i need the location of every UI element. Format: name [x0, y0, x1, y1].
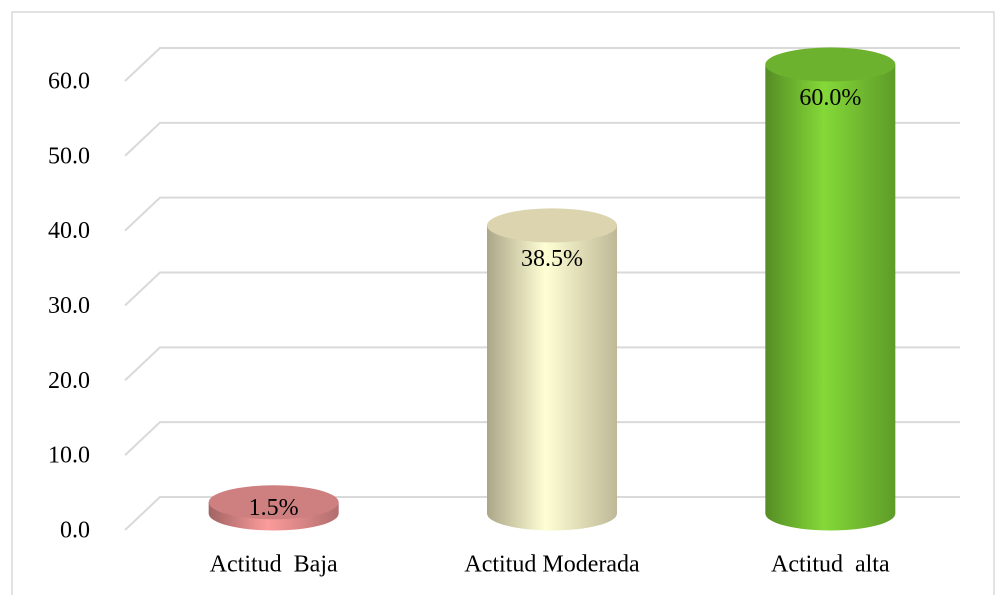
bar-body — [487, 225, 617, 531]
bar-top — [208, 485, 339, 520]
data-label: 1.5% — [249, 495, 299, 521]
bar — [487, 208, 617, 531]
data-label: 60.0% — [799, 85, 861, 111]
grid-line — [124, 346, 960, 382]
grid-line — [124, 196, 960, 232]
y-tick-label: 30.0 — [48, 293, 90, 319]
y-tick-label: 40.0 — [48, 218, 90, 244]
grid-line — [124, 121, 960, 157]
y-tick-label: 0.0 — [60, 518, 90, 544]
y-tick-label: 10.0 — [48, 443, 90, 469]
bar-top — [765, 47, 896, 82]
x-tick-label: Actitud Baja — [210, 552, 338, 578]
bar — [208, 485, 339, 531]
chart-frame — [11, 11, 995, 595]
y-tick-label: 20.0 — [48, 368, 90, 394]
grid-line — [124, 47, 960, 82]
grid-line — [124, 496, 960, 531]
bar-body — [765, 64, 896, 531]
bar — [765, 47, 896, 531]
x-tick-label: Actitud alta — [771, 552, 890, 578]
y-tick-label: 60.0 — [48, 69, 90, 95]
bar-top — [487, 208, 617, 243]
data-label: 38.5% — [521, 246, 583, 272]
grid-line — [124, 271, 960, 307]
y-tick-label: 50.0 — [48, 143, 90, 169]
x-tick-label: Actitud Moderada — [464, 552, 640, 578]
grid-line — [124, 421, 960, 456]
